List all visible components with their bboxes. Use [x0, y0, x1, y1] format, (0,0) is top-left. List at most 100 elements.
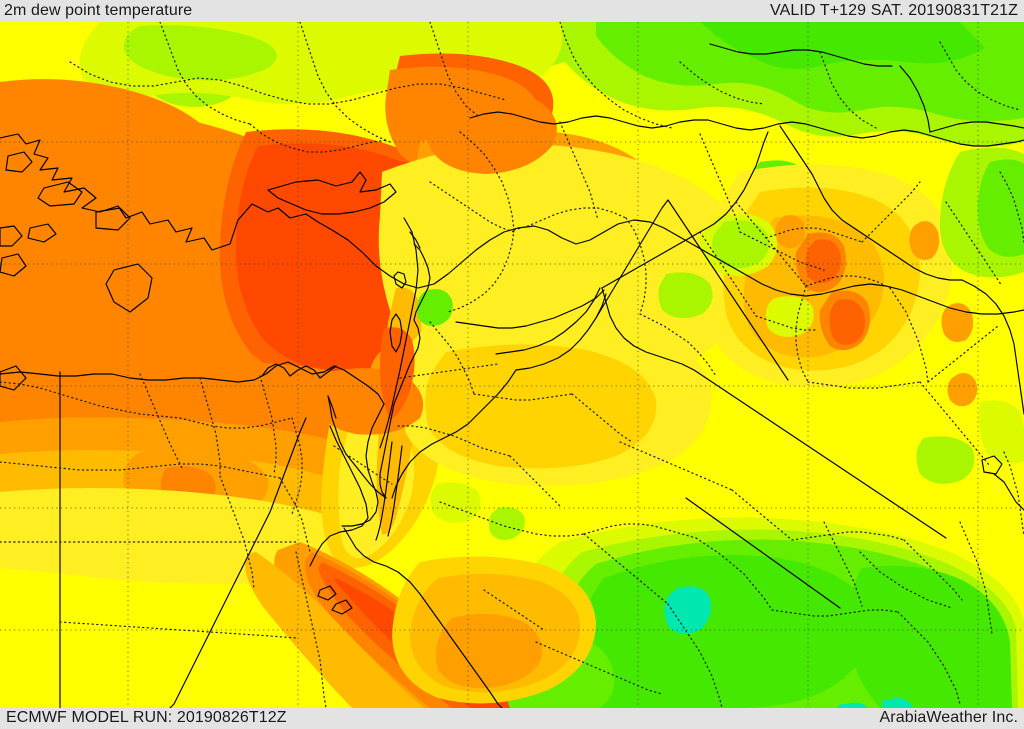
page-title: 2m dew point temperature: [4, 2, 193, 19]
province-saudi-1: [439, 501, 585, 537]
province-egypt-1: [0, 381, 181, 419]
province-egypt-2: [139, 373, 183, 469]
international-borders-layer: [59, 43, 1024, 708]
province-turkey-6: [679, 61, 765, 105]
province-iraq-6: [765, 227, 863, 243]
coastline-gulf-aqaba: [375, 441, 393, 541]
band-orange-iraq-dot2: [909, 221, 940, 260]
border-israel-jordan: [379, 319, 421, 499]
coastline-aqaba-east: [387, 445, 403, 537]
province-turkey-8: [939, 41, 1021, 111]
province-syria-2: [513, 207, 627, 231]
band-green-patch-nsaudi2: [765, 296, 814, 337]
band-green-patch-far-e: [916, 436, 975, 484]
band-red-iraq-hot1: [805, 239, 841, 284]
border-turkey-nw: [709, 43, 893, 67]
coastline-redsea-east: [343, 527, 503, 708]
province-egypt-5: [259, 375, 277, 475]
province-nsaudi-2: [731, 489, 793, 541]
province-saudi-5: [771, 609, 899, 617]
band-green2-saudi-e: [848, 565, 1012, 708]
province-saudi-10: [823, 521, 863, 607]
border-lebanon-coast-join: [409, 231, 421, 249]
province-syria-5: [429, 181, 515, 233]
band-ygreen-patch-1: [123, 25, 277, 81]
band-green-patch-nsaudi: [658, 272, 713, 319]
coastline-persian-gulf: [993, 473, 1024, 511]
band-green-patch-far-e2: [978, 400, 1024, 463]
border-jordan-iraq: [601, 287, 887, 499]
coastline-levant: [379, 217, 419, 449]
province-egypt-4: [179, 417, 293, 429]
border-armenia-georgia: [929, 121, 1024, 133]
province-saudi-12: [483, 589, 545, 631]
province-iran-1: [999, 171, 1024, 243]
province-saudi-2: [583, 533, 669, 605]
band-red-iraq-hot2: [829, 299, 865, 345]
band-green3-ne-turkey: [700, 22, 985, 70]
province-jordan-6: [571, 393, 633, 443]
border-jordan-long-diagonal: [495, 287, 601, 355]
province-turkey-2: [159, 22, 251, 125]
province-jordan-4: [429, 321, 475, 395]
border-saudi-iraq: [685, 497, 841, 609]
province-syria-3: [447, 229, 515, 313]
province-syria-9: [739, 231, 825, 271]
map-canvas[interactable]: [0, 22, 1024, 708]
province-saudi-7: [667, 603, 723, 708]
province-nsaudi-5: [1003, 451, 1024, 537]
province-turkey-7: [819, 51, 877, 129]
band-orange-iraq-dot1: [775, 215, 806, 249]
province-turkey-4: [429, 22, 479, 117]
province-iraq-9: [699, 231, 757, 317]
band-green-central-blob: [612, 569, 813, 702]
province-syria-6: [559, 121, 599, 221]
border-turkey-iraq: [779, 125, 963, 281]
border-saudi-notch-2: [667, 199, 789, 381]
coastline-turkey-south: [0, 133, 1024, 315]
province-syria-1: [459, 131, 515, 231]
province-syria-4: [625, 217, 647, 315]
province-saudi-8: [535, 641, 663, 695]
coastline-gulf-island: [981, 455, 1003, 475]
header-bar: 2m dew point temperature VALID T+129 SAT…: [0, 0, 1024, 22]
border-saudi-kuwait: [885, 497, 947, 539]
province-iraq-10: [755, 315, 817, 331]
border-egypt-israel: [327, 395, 337, 419]
province-iraq-12: [945, 201, 1003, 287]
province-turkey-5: [559, 22, 673, 129]
band-orange-coast-strip: [0, 79, 210, 148]
province-saudi-9: [859, 551, 953, 609]
band-cyan-spot-1: [664, 586, 711, 635]
band-green-patch-jordan: [430, 482, 481, 523]
coastline-redsea-island-2: [331, 599, 353, 615]
coastline-aegean-island-2: [37, 181, 83, 207]
province-egypt-10: [279, 477, 311, 553]
province-borders-layer: [0, 22, 1024, 708]
band-green-iraq-w: [712, 220, 769, 269]
band-orange-iraq-dot3: [941, 303, 974, 342]
border-iraq-iran: [961, 279, 1024, 415]
province-sinai-1: [333, 445, 393, 485]
province-egypt-7: [0, 461, 281, 479]
band-orange-gaza: [380, 327, 415, 420]
coastline-redsea-west: [169, 417, 307, 708]
border-jordan-saudi-notch: [595, 199, 669, 319]
province-jordan-5: [473, 393, 573, 401]
province-turkey-3: [299, 22, 391, 143]
province-egypt-3: [199, 377, 221, 477]
coastline-aegean-island-5: [0, 253, 27, 277]
coastline-tiberias: [393, 271, 407, 289]
province-turkey-9: [249, 123, 389, 153]
border-turkey-syria: [469, 111, 1024, 147]
band-lightyellow-egypt-south: [0, 488, 359, 584]
province-iraq-1: [735, 201, 807, 287]
band-green-patch-jordan2: [488, 507, 525, 540]
band-cyan-spot-2: [882, 698, 914, 708]
province-iraq-11: [927, 325, 999, 383]
coastline-egypt-north: [0, 361, 385, 405]
province-nsaudi-1: [619, 441, 733, 491]
province-iraq-3: [889, 287, 929, 383]
province-egypt-12: [59, 621, 297, 639]
